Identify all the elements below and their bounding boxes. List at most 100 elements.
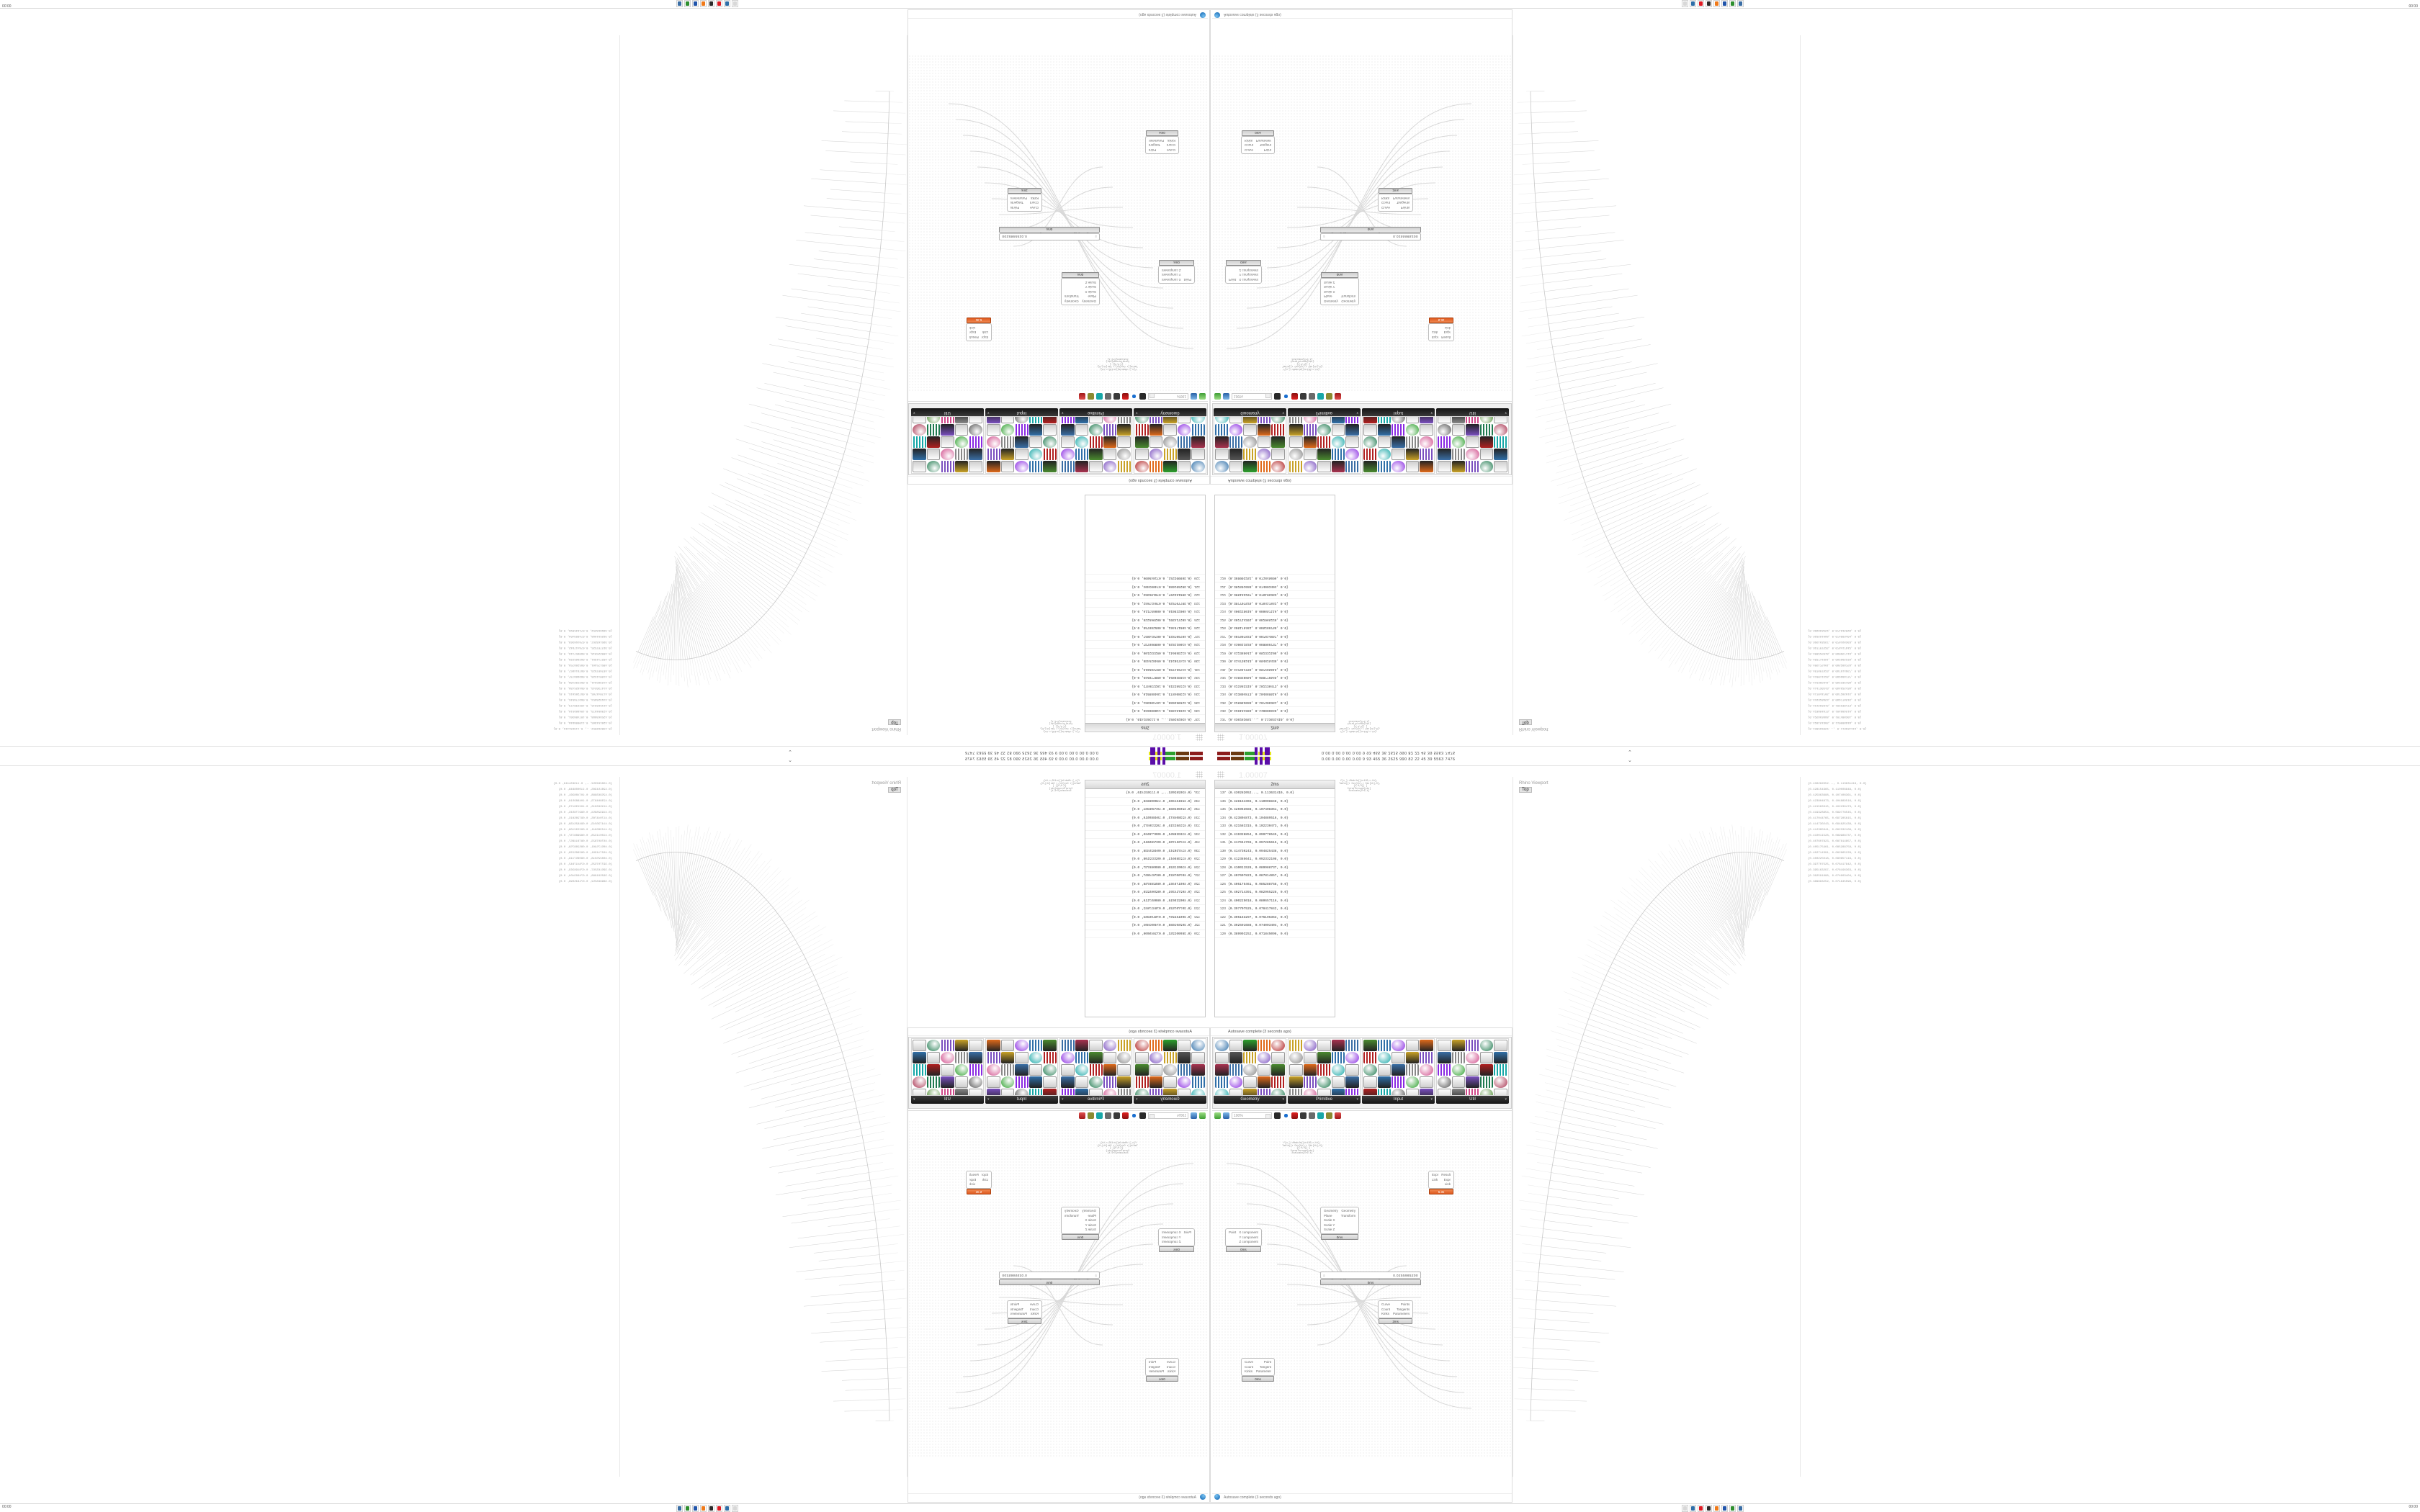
component-icon[interactable]	[954, 436, 969, 448]
component-icon[interactable]	[1028, 424, 1043, 436]
component-icon[interactable]	[1163, 1064, 1177, 1076]
component-icon[interactable]	[1028, 461, 1043, 472]
component-grid[interactable]	[1214, 1038, 1286, 1096]
save-app-icon[interactable]	[1721, 0, 1728, 7]
table-row[interactable]: 130 {0.414730243, 0.094825438, 0.0}	[1085, 847, 1205, 855]
component-icon[interactable]	[1061, 416, 1075, 423]
table-row[interactable]: 124 {0.400225018, 0.080657116, 0.0}	[1085, 896, 1205, 905]
component-icon[interactable]	[1331, 416, 1345, 423]
input-port[interactable]: Count	[1166, 143, 1175, 148]
component-icon[interactable]	[954, 416, 969, 423]
table-row[interactable]: 123 {0.397707525, 0.078417842, 0.0}	[1215, 905, 1335, 914]
component-icon[interactable]	[1229, 424, 1243, 436]
component-icon[interactable]	[1075, 449, 1089, 460]
table-row[interactable]: 121 {0.392591688, 0.074003404, 0.0}	[1085, 922, 1205, 930]
gh-node-divide-curve[interactable]: Curve Count Kinks Points Tangents Parameters 2…	[1006, 188, 1042, 212]
component-icon[interactable]	[1392, 1052, 1405, 1063]
component-icon[interactable]	[1438, 424, 1451, 436]
table-row[interactable]: 124 {0.400225018, 0.080657116, 0.0}	[1085, 607, 1205, 616]
input-port[interactable]: Plane	[1088, 1213, 1096, 1218]
table-row[interactable]: 134 {0.423804873, 0.104889516, 0.0}	[1215, 814, 1335, 822]
component-icon[interactable]	[1345, 1040, 1359, 1051]
component-icon[interactable]	[1466, 461, 1479, 472]
component-icon[interactable]	[1061, 449, 1075, 460]
bake-icon[interactable]	[1096, 393, 1103, 400]
save-app-icon[interactable]	[692, 1505, 699, 1512]
component-icon[interactable]	[1331, 1064, 1345, 1076]
number-slider[interactable]: ≡ 0.0255985200	[999, 233, 1100, 240]
taskbar-icons[interactable]	[676, 0, 738, 7]
component-icon[interactable]	[1149, 1040, 1163, 1051]
node-inputs[interactable]: Curve Count Kinks	[1030, 1302, 1039, 1316]
data-panel-rows[interactable]: 137 {0.430282052..., 0.113631419, 0.0} 136…	[1215, 789, 1335, 938]
component-icon[interactable]	[1028, 1064, 1043, 1076]
component-icon[interactable]	[1117, 436, 1131, 448]
output-port[interactable]: Parameter	[1256, 1369, 1272, 1373]
tab-util[interactable]: Util ▾	[911, 408, 984, 474]
component-icon[interactable]	[1061, 1040, 1075, 1051]
gh-node-deconstruct-point[interactable]: Point X component Y component Z component 0m…	[1158, 260, 1195, 284]
output-port[interactable]: Link	[1444, 1182, 1451, 1186]
node-inputs[interactable]: Geometry Plane Scale X Scale Y Scale Z	[1324, 281, 1338, 303]
component-icon[interactable]	[1103, 1040, 1117, 1051]
component-icon[interactable]	[1015, 1040, 1028, 1051]
component-icon[interactable]	[1331, 449, 1345, 460]
gh-node-expression[interactable]: Expr Link Result Expr Link 5.3s	[965, 1171, 992, 1194]
component-icon[interactable]	[1243, 449, 1257, 460]
component-icon[interactable]	[1420, 1052, 1433, 1063]
component-icon[interactable]	[1000, 1089, 1015, 1096]
component-icon[interactable]	[1117, 449, 1131, 460]
table-row[interactable]: 126 {0.405175461, 0.085288758, 0.0}	[1215, 624, 1335, 632]
node-outputs[interactable]: Points Tangents Parameters	[1010, 1302, 1027, 1316]
component-icon[interactable]	[1257, 1064, 1271, 1076]
node-outputs[interactable]: Geometry Transform	[1065, 1209, 1079, 1232]
component-grid[interactable]	[1059, 1038, 1132, 1096]
input-port[interactable]: Point	[1183, 1230, 1191, 1234]
component-icon[interactable]	[1075, 1064, 1089, 1076]
component-icon[interactable]	[987, 449, 1000, 460]
component-icon[interactable]	[1149, 1076, 1163, 1088]
tab-input[interactable]: Input ▾	[985, 1038, 1058, 1104]
input-port[interactable]: Count	[1245, 143, 1254, 148]
input-port[interactable]: Link	[982, 1177, 988, 1182]
component-icon[interactable]	[913, 424, 926, 436]
component-icon[interactable]	[1215, 416, 1229, 423]
component-icon[interactable]	[1043, 1076, 1057, 1088]
output-port[interactable]: Points	[1400, 1302, 1410, 1306]
tab-input[interactable]: Input ▾	[1362, 1038, 1435, 1104]
component-icon[interactable]	[913, 1076, 926, 1088]
component-icon[interactable]	[1028, 1052, 1043, 1063]
input-port[interactable]: Kinks	[1245, 1369, 1253, 1373]
component-icon[interactable]	[926, 416, 941, 423]
component-icon[interactable]	[1043, 1040, 1057, 1051]
table-row[interactable]: 130 {0.414730243, 0.094825438, 0.0}	[1215, 657, 1335, 665]
tab-label[interactable]: Geometry ▾	[1134, 408, 1206, 416]
component-icon[interactable]	[1163, 1052, 1177, 1063]
component-icon[interactable]	[1479, 1076, 1494, 1088]
component-icon[interactable]	[1377, 461, 1392, 472]
input-port[interactable]: Curve	[1245, 148, 1254, 152]
table-row[interactable]: 121 {0.392591688, 0.074003404, 0.0}	[1215, 922, 1335, 930]
output-port[interactable]: Parameters	[1010, 197, 1027, 200]
table-row[interactable]: 128 {0.410011528, 0.089988737, 0.0}	[1215, 864, 1335, 872]
component-icon[interactable]	[1392, 1064, 1405, 1076]
output-port[interactable]: Z component	[1162, 1240, 1181, 1243]
component-icon[interactable]	[1303, 1040, 1317, 1051]
node-inputs[interactable]: Point	[1184, 1230, 1191, 1244]
number-slider[interactable]: ≡ 0.0255985200	[1320, 1272, 1421, 1279]
component-icon[interactable]	[1345, 1052, 1359, 1063]
grasshopper-canvas[interactable]: f[x_]:=Module[{n=120,r,th}, Table[{r Cos…	[1212, 1120, 1512, 1457]
component-icon[interactable]	[1494, 1076, 1507, 1088]
component-icon[interactable]	[1303, 461, 1317, 472]
component-icon[interactable]	[954, 1052, 969, 1063]
component-icon[interactable]	[1466, 449, 1479, 460]
grasshopper-toolbar[interactable]: 100%	[908, 1110, 1208, 1120]
component-icon[interactable]	[1317, 416, 1331, 423]
component-icon[interactable]	[1177, 436, 1191, 448]
component-icon[interactable]	[1135, 436, 1149, 448]
component-icon[interactable]	[1438, 1064, 1451, 1076]
number-slider[interactable]: ≡ 0.0255985200	[999, 1272, 1100, 1279]
node-outputs[interactable]: Point Tangent Parameter	[1149, 139, 1164, 152]
component-icon[interactable]	[1494, 1040, 1507, 1051]
gh-node-deconstruct-point[interactable]: Point X component Y component Z component 0m…	[1158, 1228, 1195, 1252]
